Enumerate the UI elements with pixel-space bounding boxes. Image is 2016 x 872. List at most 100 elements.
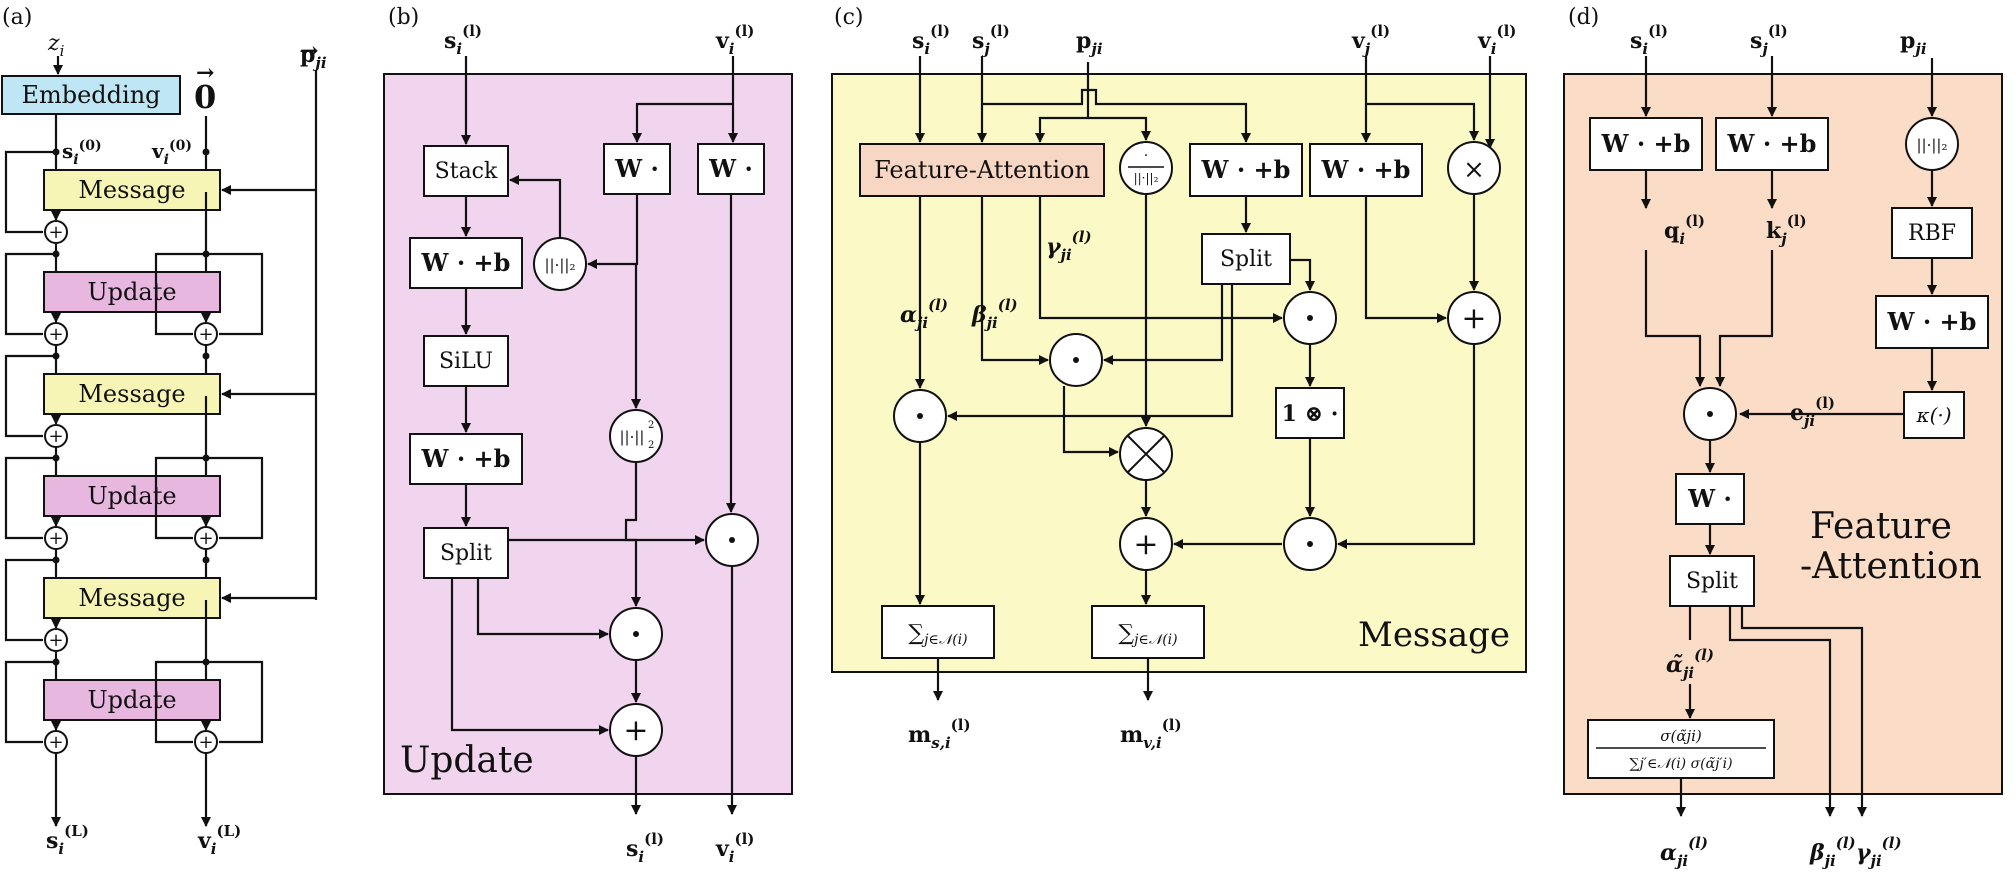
mv-out: mv,i(l)	[1120, 716, 1182, 752]
junction-s-6	[52, 658, 60, 666]
normsq-sup: 2	[648, 420, 654, 431]
tensor-x2	[1127, 435, 1165, 473]
kappa-label: κ(·)	[1915, 403, 1951, 427]
wb-label-b2: W · +b	[421, 444, 511, 473]
panel-a: (a) zi → pji Embedding 0 → si(0) vi(0) M…	[1, 5, 327, 858]
message-block-3	[43, 373, 221, 415]
junction-s-1	[52, 148, 60, 156]
feature-attention-box	[859, 143, 1105, 197]
panel-c: (c) Message si(l) sj(l) pji vj(l) vi(l) …	[831, 5, 1527, 752]
message-block-label-3: Message	[78, 380, 185, 408]
rbf-label: RBF	[1908, 221, 1956, 246]
junction-s-2	[52, 250, 60, 258]
edge-c4	[1035, 62, 1090, 143]
skip-2-0	[4, 252, 56, 336]
update-block-4	[43, 475, 221, 517]
edge-b15	[450, 578, 609, 735]
panel-b-label: (b)	[388, 5, 419, 30]
edge-b14	[476, 578, 609, 639]
kappa-box	[1903, 391, 1965, 439]
beta-c: βji(l)	[971, 296, 1018, 332]
add-sign-2-0: +	[48, 324, 63, 345]
norm-label-d: ||·||₂	[1917, 136, 1948, 154]
gamma-out-d: γji(l)	[1856, 834, 1902, 870]
split-box-d	[1669, 555, 1755, 607]
sum-box-c2	[1091, 605, 1205, 659]
p-d: pji	[1900, 28, 1927, 58]
silu-label: SiLU	[439, 349, 493, 374]
edge-b8	[509, 175, 562, 238]
v-in-b: vi(l)	[715, 22, 754, 58]
embedding-box	[1, 75, 181, 115]
sum-box-c1	[881, 605, 995, 659]
softmax-den: ∑j′∈𝒩(i) σ(α̃j′i)	[1629, 756, 1732, 772]
update-block-6	[43, 679, 221, 721]
hadamard-dot-b1	[729, 537, 735, 543]
split-box-c	[1201, 233, 1291, 285]
edge-c19	[1103, 284, 1224, 365]
z-label: zi	[47, 31, 65, 60]
add-sign-1-0: +	[48, 222, 63, 243]
vi-c: vi(l)	[1477, 22, 1516, 58]
p-label-a: →	[300, 38, 318, 64]
layer-stack: Message + Update + + Message + Update + + Message +…	[4, 114, 316, 827]
junction-v-5	[202, 556, 210, 564]
vj-c: vj(l)	[1351, 22, 1390, 58]
skip-v-2	[206, 252, 264, 336]
hadamard-c4-dot	[1307, 541, 1313, 547]
wb-label-d2: W · +b	[1727, 129, 1817, 158]
add-sign-4-0: +	[48, 528, 63, 549]
normsq-sub: 2	[648, 440, 654, 451]
edge-c3	[982, 88, 1251, 143]
p-a: pji	[300, 42, 327, 72]
message-block-label-5: Message	[78, 584, 185, 612]
update-block-label-2: Update	[87, 278, 176, 306]
w-box-d	[1675, 473, 1745, 525]
add-sign-5-0: +	[48, 630, 63, 651]
junction-v-6	[202, 658, 210, 666]
edge-c21	[980, 196, 1049, 365]
v0-label: vi(0)	[151, 138, 192, 168]
junction-v-2	[202, 250, 210, 258]
embedding-label: Embedding	[21, 81, 160, 109]
skip-6-1	[154, 660, 206, 744]
s0-label: si(0)	[62, 138, 102, 168]
junction-v-3	[202, 352, 210, 360]
add-sign-3-0: +	[48, 426, 63, 447]
silu-box	[423, 335, 509, 387]
panel-c-label: (c)	[834, 5, 864, 30]
cross-sign-c: ×	[1463, 155, 1485, 185]
hadamard-dot-b2	[633, 631, 639, 637]
wb-label-c2: W · +b	[1321, 155, 1411, 184]
panel-a-label: (a)	[2, 5, 32, 30]
softmax-num: σ(α̃ji)	[1660, 727, 1702, 745]
update-block-label-4: Update	[87, 482, 176, 510]
edge-d10	[1644, 250, 1705, 387]
edge-d11	[1715, 250, 1774, 387]
edge-c15	[1337, 344, 1476, 549]
add-sign-6-0: +	[48, 732, 63, 753]
alpha-tilde-label: α̃ji(l)	[1666, 646, 1714, 682]
plus-c1-sign: +	[1461, 301, 1486, 336]
ms-out: ms,i(l)	[908, 716, 971, 752]
update-title: Update	[400, 740, 534, 781]
message-block-label-1: Message	[78, 176, 185, 204]
update-block-label-6: Update	[87, 686, 176, 714]
wb-label-d1: W · +b	[1601, 129, 1691, 158]
hadamard-d-dot	[1707, 411, 1713, 417]
sum-label-c1: ∑j∈𝒩(i)	[908, 621, 967, 648]
junction-v-4	[202, 454, 210, 462]
wb-box-c2	[1309, 143, 1423, 197]
panel-d-label: (d)	[1568, 5, 1599, 30]
skip-5-0	[4, 558, 56, 642]
hadamard-c3-dot	[917, 413, 923, 419]
junction-v-1	[202, 148, 210, 156]
wb-box-b1	[409, 237, 523, 289]
w-box-b1	[603, 143, 671, 195]
beta-out-d: βji(l)	[1809, 834, 1856, 870]
normalize-num: ·	[1144, 148, 1148, 164]
sum-label-c2: ∑j∈𝒩(i)	[1118, 621, 1177, 648]
plus-c2-sign: +	[1133, 527, 1158, 562]
split-label-c: Split	[1220, 247, 1272, 272]
